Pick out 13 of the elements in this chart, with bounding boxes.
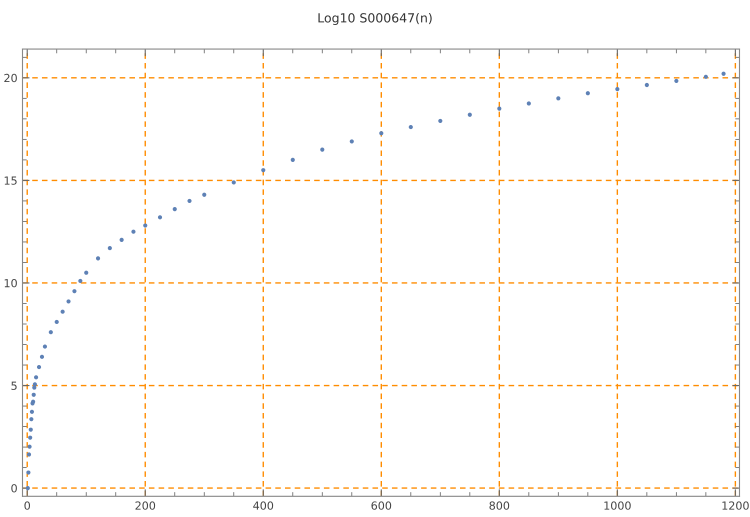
y-tick-label: 5 xyxy=(11,382,17,390)
y-tick-label: 15 xyxy=(4,176,17,185)
x-tick-label: 800 xyxy=(489,501,510,510)
x-tick-label: 400 xyxy=(253,501,274,510)
x-tick-label: 200 xyxy=(135,501,156,510)
chart-title: Log10 S000647(n) xyxy=(318,12,432,26)
y-tick-label: 10 xyxy=(4,278,17,288)
x-tick-label: 600 xyxy=(371,501,392,510)
x-tick-label: 0 xyxy=(24,501,30,510)
y-tick-label: 0 xyxy=(11,484,17,492)
x-tick-label: 1200 xyxy=(722,501,749,510)
y-tick-label: 20 xyxy=(4,74,17,82)
x-tick-label: 1000 xyxy=(604,501,631,510)
